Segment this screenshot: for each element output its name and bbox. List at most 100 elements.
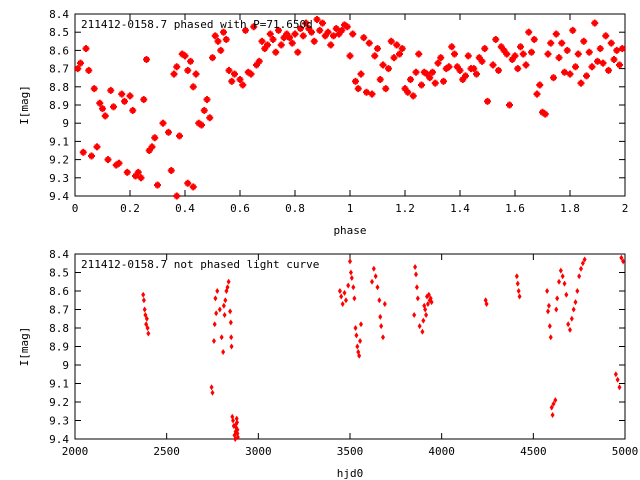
- data-point-arm: [338, 30, 340, 38]
- data-point: [342, 289, 347, 296]
- data-point: [377, 297, 382, 304]
- data-point: [554, 306, 559, 313]
- data-point-arm: [541, 108, 544, 116]
- y-tick-label: 9.4: [49, 190, 69, 203]
- data-point-arm: [582, 37, 585, 45]
- data-point-arm: [291, 39, 294, 47]
- data-point-arm: [104, 112, 107, 120]
- data-point-arm: [536, 90, 538, 98]
- data-point-arm: [574, 63, 577, 71]
- data-point: [414, 271, 418, 278]
- data-point-arm: [167, 128, 170, 136]
- data-point-arm: [241, 81, 244, 89]
- data-point-arm: [244, 26, 247, 34]
- data-point: [417, 323, 422, 330]
- x-tick-label: 1.8: [560, 202, 580, 215]
- data-point: [348, 258, 352, 265]
- data-point: [235, 430, 240, 437]
- data-point: [349, 275, 354, 282]
- data-point-arm: [175, 192, 178, 200]
- data-point-arm: [233, 70, 236, 78]
- data-point: [580, 260, 585, 267]
- y-tick-label: 9: [62, 359, 69, 372]
- data-point-arm: [82, 148, 85, 156]
- data-point-arm: [148, 147, 151, 154]
- data-point-arm: [398, 50, 401, 58]
- data-point: [425, 300, 430, 307]
- data-point-arm: [384, 85, 387, 93]
- data-point-arm: [596, 57, 599, 65]
- data-point-arm: [214, 32, 217, 40]
- data-point: [582, 256, 587, 263]
- data-point: [234, 415, 239, 422]
- x-tick-label: 1.6: [505, 202, 525, 215]
- data-point-arm: [566, 46, 569, 54]
- data-point-arm: [555, 30, 558, 38]
- y-tick-label: 9.1: [49, 378, 69, 391]
- data-point: [379, 323, 384, 330]
- data-point-arm: [577, 50, 580, 58]
- data-point-arm: [618, 61, 621, 69]
- data-point: [357, 352, 362, 359]
- data-point-arm: [500, 43, 503, 51]
- data-point-arm: [412, 92, 415, 100]
- data-point-arm: [294, 30, 296, 38]
- data-point-arm: [101, 105, 104, 113]
- data-point-arm: [277, 26, 280, 34]
- data-point-arm: [360, 70, 362, 78]
- data-point-arm: [478, 54, 481, 62]
- data-point-arm: [549, 39, 552, 47]
- x-tick-label: 1.4: [450, 202, 470, 215]
- data-point-arm: [225, 35, 228, 43]
- data-point: [613, 371, 618, 378]
- data-point: [145, 325, 150, 331]
- data-point-arm: [335, 25, 338, 33]
- data-point: [429, 299, 434, 306]
- y-tick-label: 8.5: [49, 26, 69, 39]
- data-point-arm: [376, 45, 379, 53]
- data-point-arm: [467, 52, 470, 60]
- data-point-arm: [365, 88, 368, 96]
- data-point: [141, 297, 146, 304]
- data-point-arm: [247, 68, 250, 76]
- data-point-arm: [195, 70, 197, 78]
- data-point-arm: [274, 48, 277, 56]
- data-point: [615, 376, 620, 383]
- data-point-arm: [93, 85, 96, 93]
- data-point: [569, 315, 574, 322]
- data-point: [213, 295, 218, 302]
- y-tick-label: 8.7: [49, 63, 69, 76]
- x-tick-label: 0.8: [285, 202, 305, 215]
- data-point-arm: [456, 63, 459, 71]
- data-point-arm: [475, 70, 478, 78]
- data-point: [226, 278, 231, 285]
- data-point-arm: [87, 66, 90, 74]
- x-tick-label: 4500: [520, 445, 547, 458]
- data-point-arm: [109, 86, 112, 94]
- data-point: [146, 330, 151, 337]
- data-point: [228, 319, 233, 326]
- data-point: [577, 273, 582, 280]
- data-point-arm: [563, 68, 566, 76]
- data-point: [229, 343, 234, 350]
- data-point-arm: [120, 90, 123, 98]
- x-tick-label: 0.6: [230, 202, 250, 215]
- data-point-arm: [307, 25, 310, 33]
- data-point-arm: [599, 45, 602, 53]
- data-point: [142, 306, 147, 313]
- data-point-arm: [610, 39, 613, 47]
- data-point-arm: [228, 66, 230, 74]
- data-point-arm: [450, 43, 453, 51]
- x-tick-label: 0.2: [120, 202, 140, 215]
- data-point-arm: [192, 183, 195, 191]
- data-point: [351, 284, 356, 291]
- data-point-arm: [494, 35, 497, 43]
- x-tick-label: 1.2: [395, 202, 415, 215]
- data-point-arm: [340, 26, 343, 34]
- data-point-arm: [346, 23, 349, 31]
- data-point-arm: [448, 63, 450, 71]
- x-tick-label: 1: [347, 202, 354, 215]
- data-point-arm: [437, 59, 439, 67]
- data-point-arm: [255, 61, 258, 69]
- data-point: [217, 306, 222, 313]
